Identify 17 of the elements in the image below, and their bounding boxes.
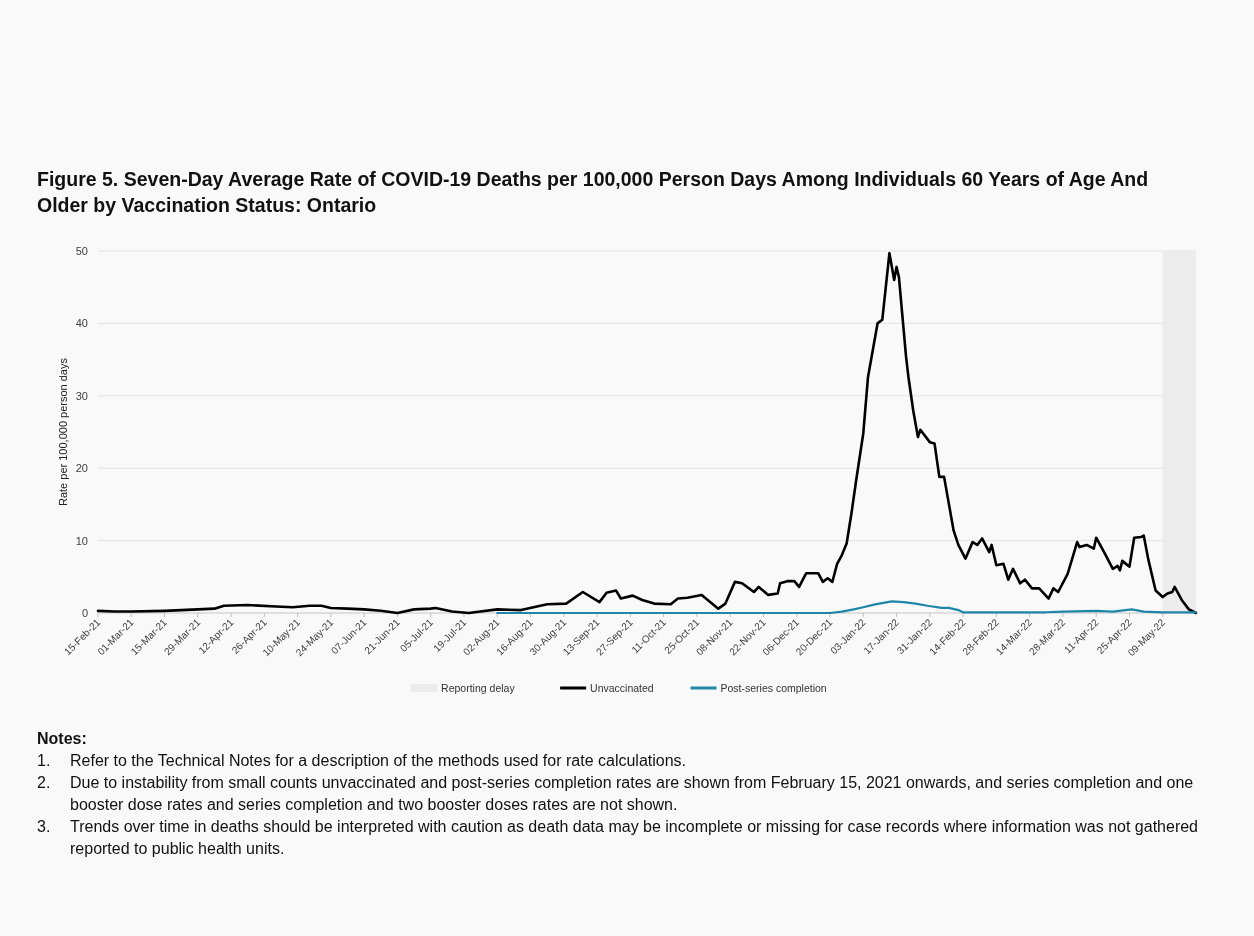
text: Notes: [37, 730, 87, 747]
y-tick-label: 0 [81, 607, 88, 619]
y-tick-label: 40 [75, 317, 88, 330]
legend-label: Post-series completion [720, 682, 827, 694]
text: 2. Due to instability from small counts unvaccinated and post-series completion rates are shown from February 15, 2021 onwards, and series completion and one booster dose rates and series completion and two booster doses rates are not shown. [37, 774, 1194, 813]
y-tick-label: 10 [75, 534, 88, 547]
y-tick-label: 50 [75, 245, 88, 257]
legend-label: Unvaccinated [590, 682, 654, 694]
line-series [496, 600, 1198, 615]
y-tick-label: 20 [75, 462, 88, 475]
y-tick-label: 30 [75, 389, 88, 402]
text: 3. Trends over time in deaths should be interpreted with caution as death data may be incomplete or missing for case records where information was not gathered reported to public health units. [37, 818, 1199, 857]
legend-label: Reporting delay [441, 682, 516, 694]
chart-title: Figure 5. Seven-Day Average Rate of COVID-19 Deaths per 100,000 Person Days Among Individuals 60 Years of Age And Older by Vaccination Status: Ontario [37, 168, 1149, 216]
text: 1. Refer to the Technical Notes for a description of the methods used for rate calculations. [37, 752, 687, 769]
y-axis-title: Rate per 100,000 person days [57, 357, 69, 506]
line-series [96, 251, 1198, 615]
